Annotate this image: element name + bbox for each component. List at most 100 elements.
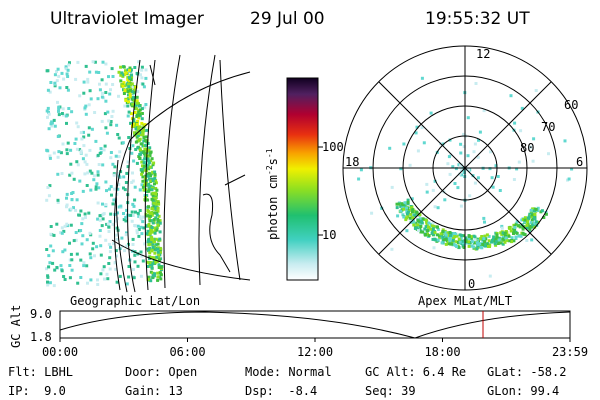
pixel xyxy=(440,241,444,245)
pixel xyxy=(420,219,424,223)
pixel xyxy=(137,60,141,64)
pixel xyxy=(159,265,163,269)
pixel xyxy=(119,204,123,208)
pixel xyxy=(404,218,408,222)
pixel xyxy=(139,217,143,221)
pixel xyxy=(130,210,134,214)
pixel xyxy=(473,238,477,242)
pixel xyxy=(99,253,103,257)
pixel xyxy=(79,276,83,279)
pixel xyxy=(65,86,69,89)
pixel xyxy=(405,206,409,210)
pixel xyxy=(156,275,160,279)
pixel xyxy=(466,154,470,158)
info-field: GLat: -58.2 xyxy=(487,365,566,379)
pixel xyxy=(147,149,151,152)
pixel xyxy=(118,274,122,278)
pixel xyxy=(123,104,127,108)
pixel xyxy=(490,240,494,244)
pixel xyxy=(429,111,433,115)
pixel xyxy=(142,139,146,143)
pixel xyxy=(109,120,113,123)
pixel xyxy=(97,163,101,166)
pixel xyxy=(159,247,162,251)
pixel xyxy=(467,168,471,171)
pixel xyxy=(150,266,154,270)
pixel xyxy=(105,189,108,193)
pixel xyxy=(472,245,476,249)
pixel xyxy=(462,246,466,249)
pixel xyxy=(132,90,136,94)
pixel xyxy=(147,172,151,176)
pixel xyxy=(146,238,150,242)
pixel xyxy=(117,136,121,140)
pixel xyxy=(147,159,151,163)
pixel xyxy=(79,209,83,213)
pixel xyxy=(156,242,160,246)
pixel xyxy=(503,240,507,244)
pixel xyxy=(448,172,452,176)
pixel xyxy=(115,280,119,284)
pixel xyxy=(156,247,160,251)
x-tick-label: 23:59 xyxy=(552,345,588,359)
pixel xyxy=(137,104,141,108)
pixel xyxy=(57,113,61,117)
pixel xyxy=(144,103,148,106)
pixel xyxy=(95,182,99,186)
pixel xyxy=(103,112,107,116)
pixel xyxy=(88,148,92,152)
pixel xyxy=(125,208,129,212)
pixel xyxy=(85,264,89,268)
pixel xyxy=(81,157,85,161)
pixel xyxy=(116,172,120,176)
pixel xyxy=(476,176,480,180)
pixel xyxy=(497,236,501,240)
pixel xyxy=(456,241,460,244)
pixel xyxy=(57,107,61,111)
pixel xyxy=(108,187,111,191)
pixel xyxy=(117,183,121,186)
pixel xyxy=(66,68,70,72)
pixel xyxy=(130,151,134,155)
pixel xyxy=(433,231,437,235)
pixel xyxy=(76,125,80,129)
pixel xyxy=(82,130,85,134)
pixel xyxy=(145,214,149,218)
pixel xyxy=(411,219,415,223)
pixel xyxy=(485,243,489,247)
pixel xyxy=(94,70,98,74)
pixel xyxy=(68,276,72,280)
pixel xyxy=(388,146,392,150)
pixel xyxy=(433,237,437,241)
pixel xyxy=(500,224,504,228)
pixel xyxy=(111,222,115,226)
pixel xyxy=(436,206,440,210)
pixel xyxy=(457,237,461,241)
pixel xyxy=(406,198,410,202)
pixel xyxy=(143,148,147,151)
pixel xyxy=(158,230,162,234)
pixel xyxy=(126,98,130,102)
pixel xyxy=(110,67,114,71)
pixel xyxy=(89,278,93,282)
pixel xyxy=(122,92,126,95)
pixel xyxy=(94,139,98,143)
pixel xyxy=(500,226,504,230)
pixel xyxy=(126,78,130,82)
pixel xyxy=(136,264,140,268)
pixel xyxy=(133,124,137,128)
pixel xyxy=(529,215,533,219)
pixel xyxy=(153,256,157,260)
pixel xyxy=(135,99,139,103)
pixel xyxy=(98,214,102,218)
pixel xyxy=(85,184,89,187)
pixel xyxy=(74,137,78,141)
pixel xyxy=(49,81,53,84)
pixel xyxy=(504,234,507,238)
pixel xyxy=(96,283,100,286)
pixel xyxy=(422,141,426,145)
pixel xyxy=(148,146,152,150)
pixel xyxy=(534,207,538,211)
pixel xyxy=(114,249,118,253)
